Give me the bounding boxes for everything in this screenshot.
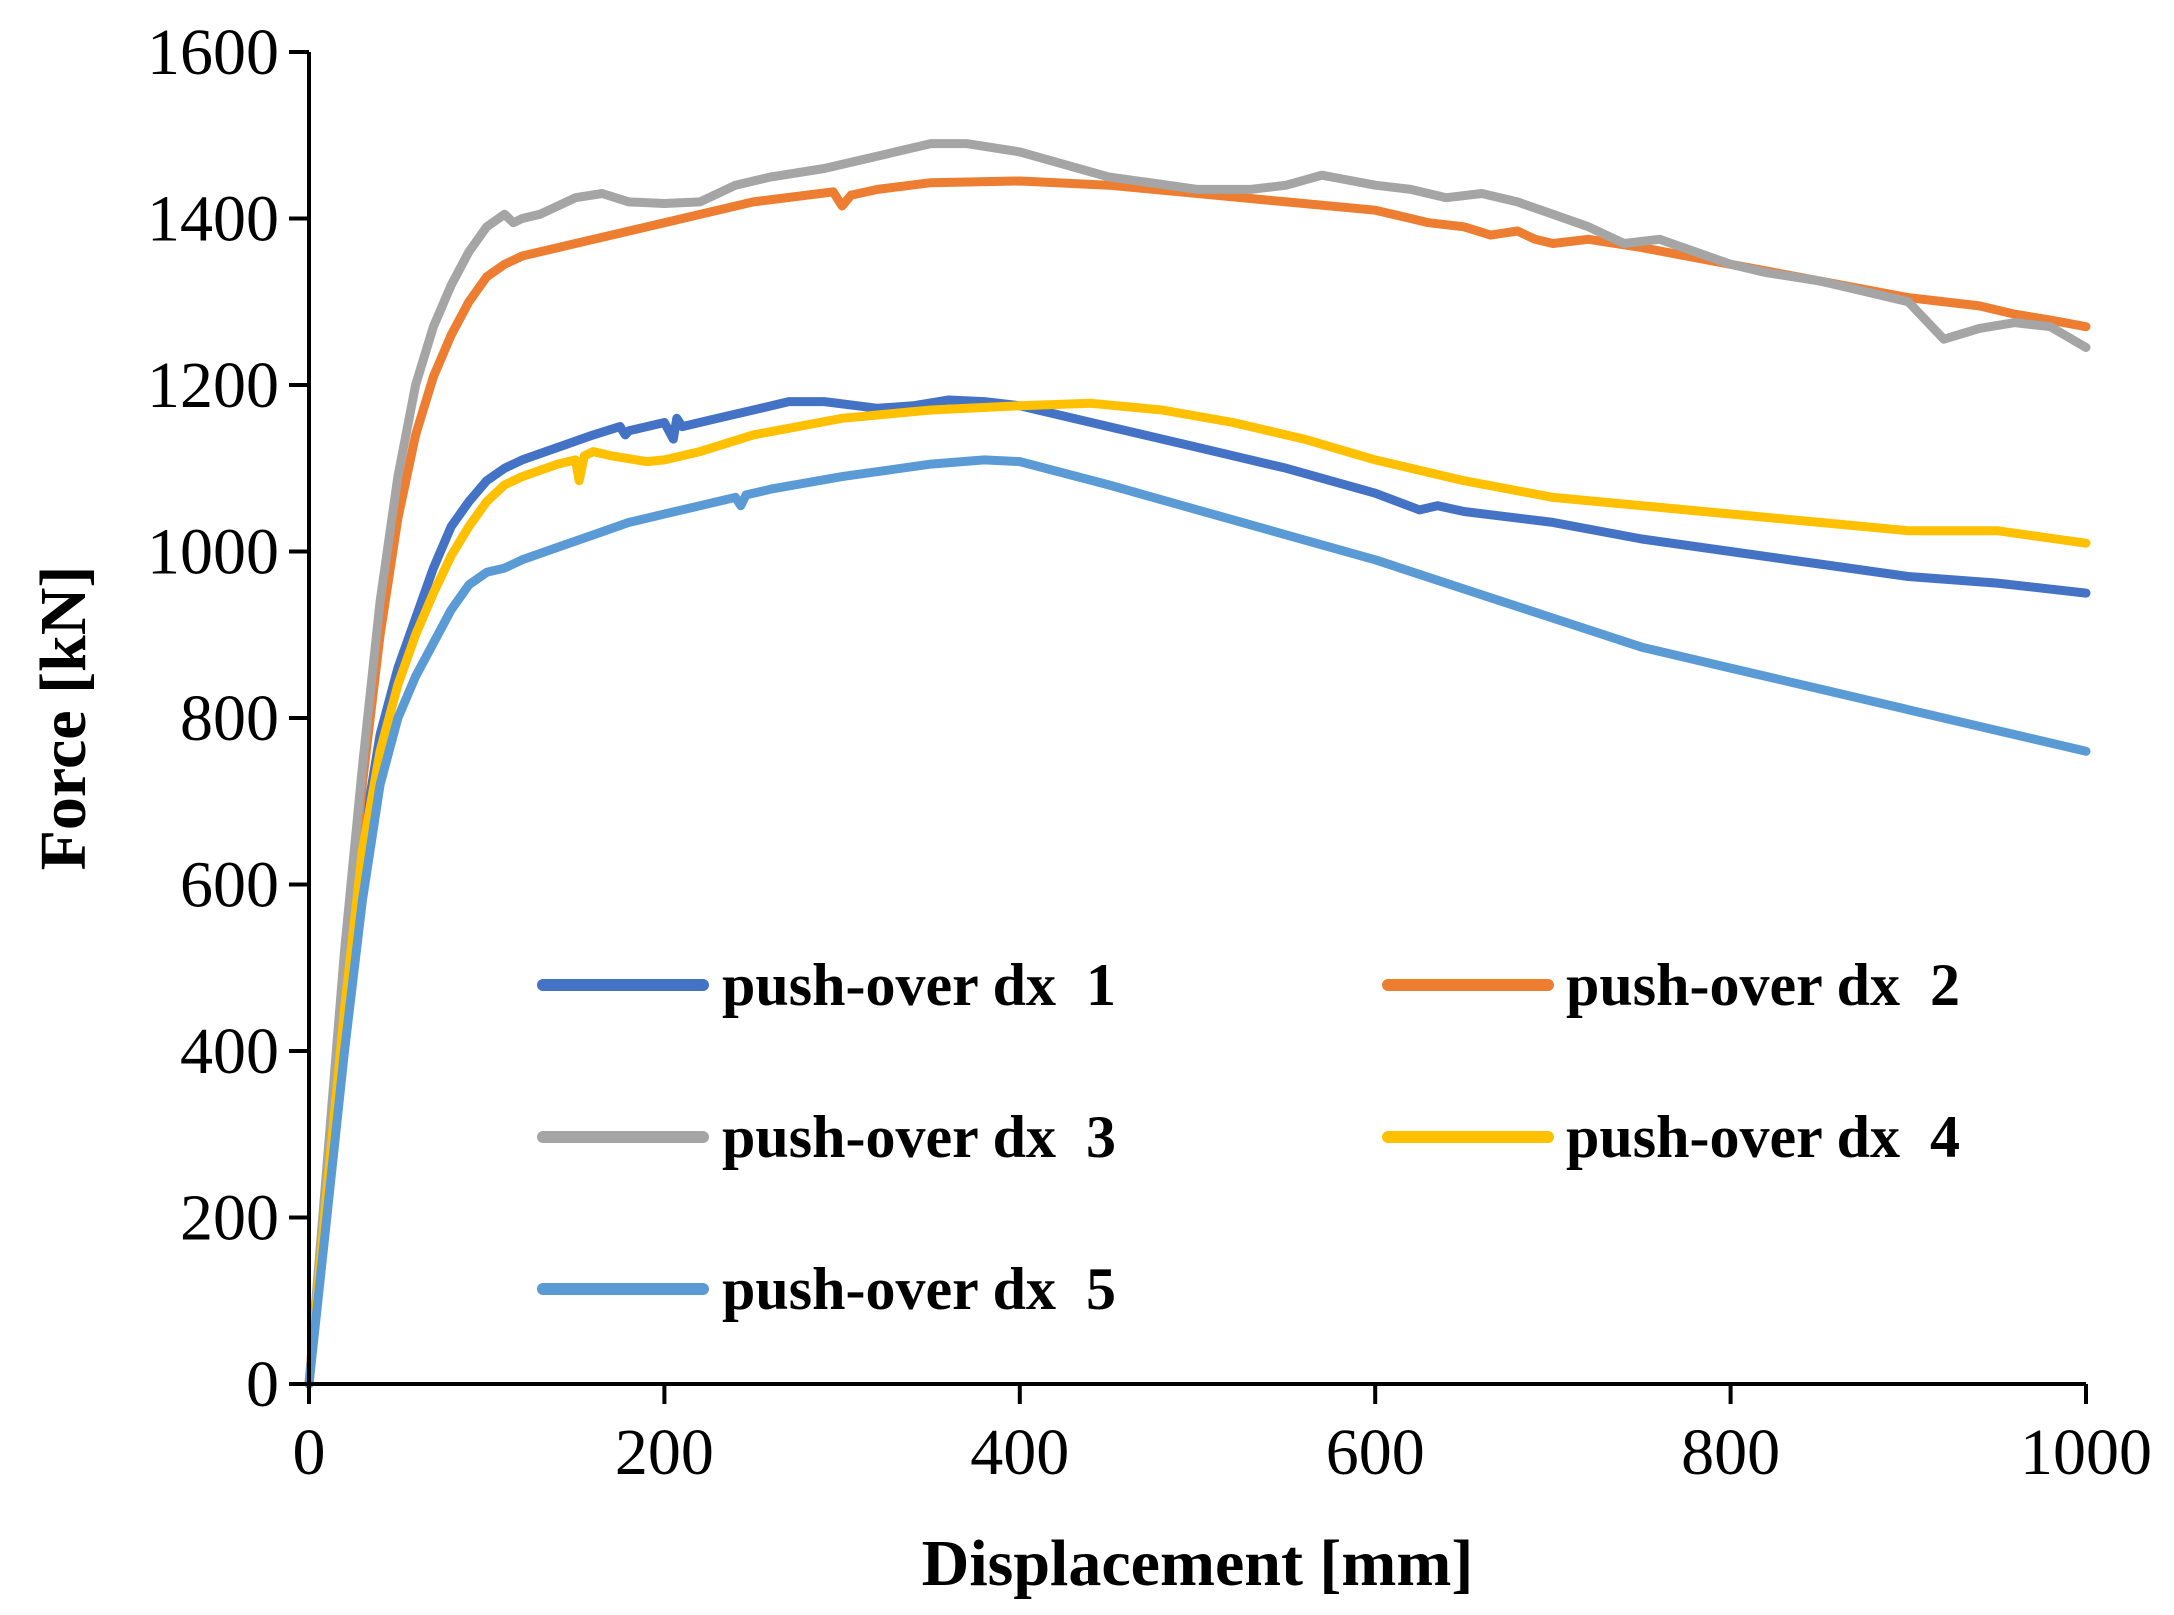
x-tick-label: 800 — [1681, 1416, 1780, 1489]
y-tick-label: 1200 — [147, 349, 279, 422]
legend-label-3: push-over dx 3 — [722, 1104, 1116, 1170]
y-tick-label: 1000 — [147, 516, 279, 589]
series-line-5 — [304, 455, 2091, 1389]
x-tick-label: 400 — [970, 1416, 1069, 1489]
legend-label-5: push-over dx 5 — [722, 1256, 1116, 1322]
axes-group — [289, 50, 2088, 1404]
x-tick-label: 0 — [293, 1416, 326, 1489]
y-tick-label: 800 — [180, 682, 279, 755]
x-tick-label: 600 — [1326, 1416, 1425, 1489]
series-line-3 — [304, 139, 2091, 1389]
y-tick-label: 600 — [180, 849, 279, 922]
legend-label-2: push-over dx 2 — [1566, 952, 1960, 1018]
series-line-4 — [304, 398, 2091, 1389]
y-tick-label: 200 — [180, 1182, 279, 1255]
x-axis-title: Displacement [mm] — [922, 1527, 1474, 1600]
y-tick-label: 1600 — [147, 16, 279, 89]
plot-series-group — [304, 139, 2091, 1389]
y-tick-label: 1400 — [147, 183, 279, 256]
y-tick-label: 400 — [180, 1015, 279, 1088]
legend: push-over dx 1 push-over dx 2 push-over dx… — [537, 952, 1960, 1322]
legend-label-4: push-over dx 4 — [1566, 1104, 1960, 1170]
y-tick-label: 0 — [246, 1348, 279, 1421]
x-tick-label: 1000 — [2020, 1416, 2152, 1489]
y-axis-title: Force [kN] — [27, 566, 100, 871]
legend-label-1: push-over dx 1 — [722, 952, 1116, 1018]
x-tick-label: 200 — [615, 1416, 714, 1489]
series-line-1 — [304, 395, 2091, 1389]
series-line-2 — [304, 176, 2091, 1389]
tick-labels-group: 0 200 400 600 800 1000 1200 1400 1600 0 200 400 600 8… — [147, 16, 2152, 1489]
